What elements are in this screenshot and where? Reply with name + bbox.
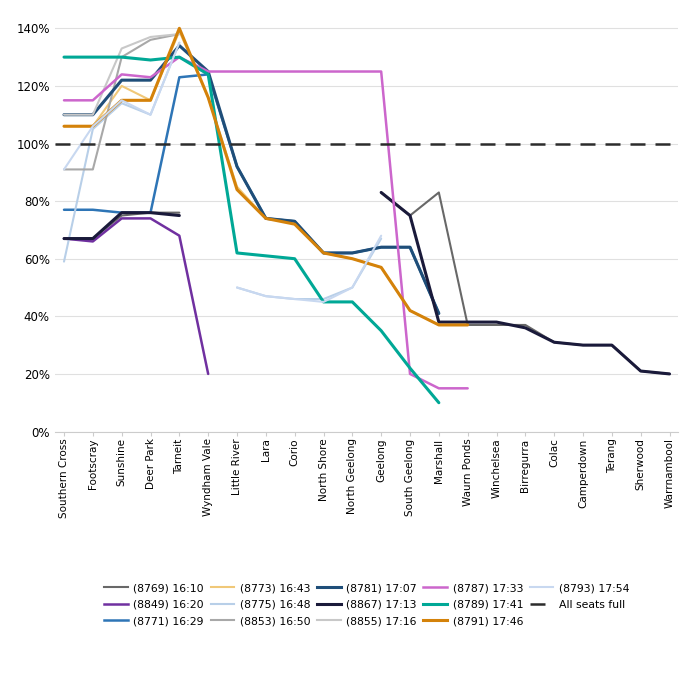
Legend: (8769) 16:10, (8849) 16:20, (8771) 16:29, (8773) 16:43, (8775) 16:48, (8853) 16:: (8769) 16:10, (8849) 16:20, (8771) 16:29… (104, 583, 629, 626)
